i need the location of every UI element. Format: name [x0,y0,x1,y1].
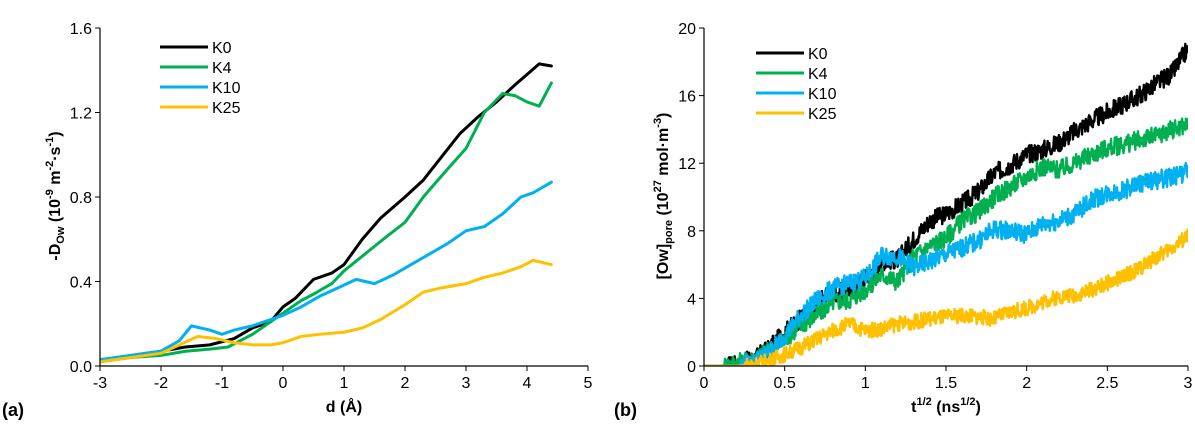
panel-b-y-axis-label: [Ow]pore (1027 mol·m-3) [652,113,675,280]
panel-b-legend: K0 K4 K10 K25 [756,46,837,123]
x-tick-label: 2 [401,375,410,392]
y-tick-label: 0.8 [70,190,92,207]
x-tick-label: 2 [1022,375,1031,392]
panel-a: -3 -2 -1 0 1 2 3 4 5 0.0 0.4 0.8 1.2 1.6 d (Å) -DOw (… [2,21,593,420]
panel-b-label: (b) [614,400,637,420]
y-tick-label: 12 [678,156,696,173]
y-tick-label: 8 [687,224,696,241]
series-line-k4 [100,81,553,364]
series-line-k4 [704,117,1188,366]
legend-label-k25: K25 [808,106,837,123]
x-tick-label: 0 [279,375,288,392]
x-tick-label: -1 [215,375,229,392]
legend-label-k10: K10 [808,86,837,103]
panel-b-axes [699,27,1189,371]
panel-b-x-axis-label: t1/2 (ns1/2) [911,396,981,416]
legend-label-k25: K25 [212,100,241,117]
x-tick-label: 0 [700,375,709,392]
series-line-k0 [100,62,553,364]
y-tick-label: 0.4 [70,275,92,292]
legend-label-k0: K0 [808,46,828,63]
panel-b: 0 0.5 1 1.5 2 2.5 3 0 4 8 12 16 20 t1/2 (ns1/2) [Ow]… [614,21,1193,420]
series-line-k25 [704,228,1188,366]
panel-a-axes [95,27,589,371]
legend-label-k4: K4 [212,60,232,77]
x-tick-label: 3 [462,375,471,392]
y-tick-label: 0 [687,359,696,376]
panel-a-y-axis-label: -DOw (10-9 m-2·s-1) [44,131,67,260]
panel-b-tick-labels: 0 0.5 1 1.5 2 2.5 3 0 4 8 12 16 20 [678,21,1192,392]
panel-a-plot-area [100,62,553,364]
x-tick-label: -3 [93,375,107,392]
x-tick-label: 0.5 [774,375,796,392]
panel-a-legend: K0 K4 K10 K25 [160,40,241,117]
x-tick-label: 3 [1184,375,1193,392]
x-tick-label: 4 [523,375,532,392]
series-line-k25 [100,258,553,364]
x-tick-label: 1.5 [935,375,957,392]
x-tick-label: 2.5 [1096,375,1118,392]
panel-b-plot-area [704,42,1188,366]
y-tick-label: 20 [678,21,696,38]
legend-label-k0: K0 [212,40,232,57]
x-tick-label: -2 [154,375,168,392]
panel-a-x-axis-label: d (Å) [326,397,362,416]
panel-a-tick-labels: -3 -2 -1 0 1 2 3 4 5 0.0 0.4 0.8 1.2 1.6 [70,21,593,392]
panel-a-label: (a) [2,400,24,420]
series-line-k10 [100,180,553,362]
legend-label-k4: K4 [808,66,828,83]
x-tick-label: 1 [340,375,349,392]
y-tick-label: 4 [687,291,696,308]
x-tick-label: 1 [861,375,870,392]
y-tick-label: 1.2 [70,106,92,123]
legend-label-k10: K10 [212,80,241,97]
x-tick-label: 5 [584,375,593,392]
y-tick-label: 0.0 [70,359,92,376]
y-tick-label: 1.6 [70,21,92,38]
y-tick-label: 16 [678,89,696,106]
series-line-k10 [704,161,1188,366]
